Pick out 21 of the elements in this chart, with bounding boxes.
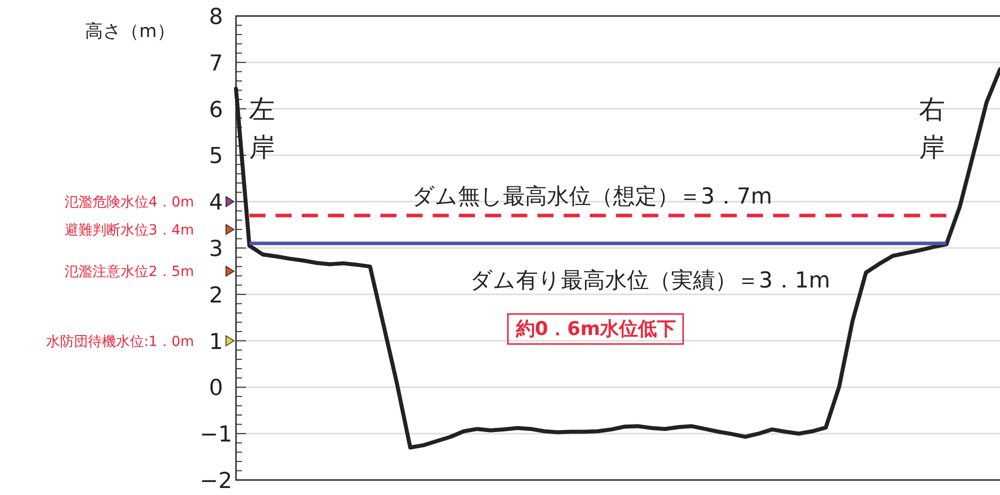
annotation: 約0．6m水位低下 [514,318,676,340]
series-label: ダム無し最高水位（想定）＝3．7m [412,184,772,210]
annotation: 左岸 [249,95,275,163]
y-tick-label: 0 [209,376,223,402]
annotation: 右岸 [919,95,945,163]
y-tick-label: 6 [209,98,223,123]
text: 氾濫注意水位2．5m [64,264,194,280]
text: 避難判断水位3．4m [64,222,194,238]
y-tick-label: −1 [200,422,232,448]
series-label: ダム有り最高水位（実績）＝3．1m [470,268,830,294]
y-tick-label: −2 [200,469,232,494]
text: 水防団待機水位:1．0m [46,334,194,350]
y-tick-label: 2 [209,283,223,308]
y-tick-label: 8 [209,5,223,30]
y-tick-label: 5 [209,144,223,170]
y-tick-label: 7 [209,51,223,76]
y-tick-label: 1 [209,330,223,355]
text: 氾濫危険水位4．0m [64,194,194,211]
y-axis-title: 高さ（m） [85,21,175,42]
y-tick-label: 3 [209,237,223,262]
y-tick-label: 4 [209,190,223,216]
